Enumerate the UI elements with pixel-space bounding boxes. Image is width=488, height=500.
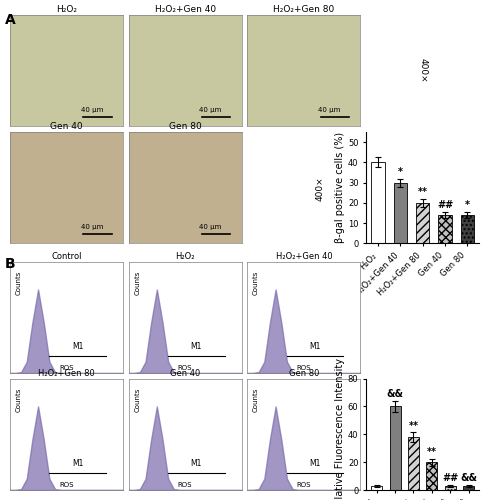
Text: M1: M1: [309, 458, 320, 468]
Title: H₂O₂+Gen 80: H₂O₂+Gen 80: [273, 5, 334, 14]
Text: M1: M1: [72, 458, 83, 468]
Text: Counts: Counts: [134, 388, 140, 412]
Bar: [460, 215, 473, 244]
Text: **: **: [417, 187, 427, 197]
Text: 400×: 400×: [315, 176, 324, 201]
Title: H₂O₂: H₂O₂: [56, 5, 77, 14]
Text: 400×: 400×: [417, 58, 427, 83]
Bar: [444, 486, 455, 490]
Text: **: **: [407, 420, 418, 430]
Text: ROS: ROS: [178, 482, 192, 488]
Text: 40 μm: 40 μm: [199, 107, 221, 113]
Title: Gen 40: Gen 40: [170, 369, 200, 378]
Text: ##: ##: [436, 200, 452, 210]
Title: Gen 80: Gen 80: [168, 122, 201, 131]
Text: *: *: [464, 200, 469, 210]
Bar: [393, 182, 406, 244]
Bar: [415, 203, 428, 243]
Text: Counts: Counts: [252, 270, 259, 295]
Title: H₂O₂+Gen 40: H₂O₂+Gen 40: [154, 5, 215, 14]
Title: H₂O₂: H₂O₂: [175, 252, 194, 261]
Title: Gen 80: Gen 80: [288, 369, 319, 378]
Text: Counts: Counts: [134, 270, 140, 295]
Text: ##: ##: [441, 474, 457, 484]
Text: Counts: Counts: [252, 388, 259, 412]
Text: A: A: [5, 12, 16, 26]
Y-axis label: β-gal positive cells (%): β-gal positive cells (%): [334, 132, 345, 243]
Text: 40 μm: 40 μm: [318, 107, 340, 113]
Y-axis label: Relative Fluorescence Intensity: Relative Fluorescence Intensity: [334, 358, 345, 500]
Title: Control: Control: [51, 252, 81, 261]
Bar: [437, 215, 451, 244]
Text: M1: M1: [72, 342, 83, 351]
Text: 40 μm: 40 μm: [199, 224, 221, 230]
Text: ROS: ROS: [59, 482, 73, 488]
Text: *: *: [397, 166, 402, 176]
Text: 40 μm: 40 μm: [81, 107, 103, 113]
Text: **: **: [426, 447, 436, 457]
Text: &&: &&: [386, 389, 403, 399]
Bar: [370, 162, 384, 244]
Text: M1: M1: [190, 342, 202, 351]
Bar: [462, 486, 473, 490]
Title: H₂O₂+Gen 80: H₂O₂+Gen 80: [38, 369, 95, 378]
Text: &&: &&: [459, 474, 476, 484]
Text: ROS: ROS: [296, 482, 310, 488]
Bar: [426, 462, 436, 490]
Text: ROS: ROS: [178, 365, 192, 371]
Bar: [370, 486, 382, 490]
Title: H₂O₂+Gen 40: H₂O₂+Gen 40: [275, 252, 331, 261]
Bar: [407, 437, 418, 490]
Text: Counts: Counts: [16, 388, 21, 412]
Text: ROS: ROS: [59, 365, 73, 371]
Text: Counts: Counts: [16, 270, 21, 295]
Text: B: B: [5, 258, 16, 272]
Title: Gen 40: Gen 40: [50, 122, 82, 131]
Bar: [389, 406, 400, 490]
Text: M1: M1: [190, 458, 202, 468]
Text: ROS: ROS: [296, 365, 310, 371]
Text: 40 μm: 40 μm: [81, 224, 103, 230]
Text: M1: M1: [309, 342, 320, 351]
